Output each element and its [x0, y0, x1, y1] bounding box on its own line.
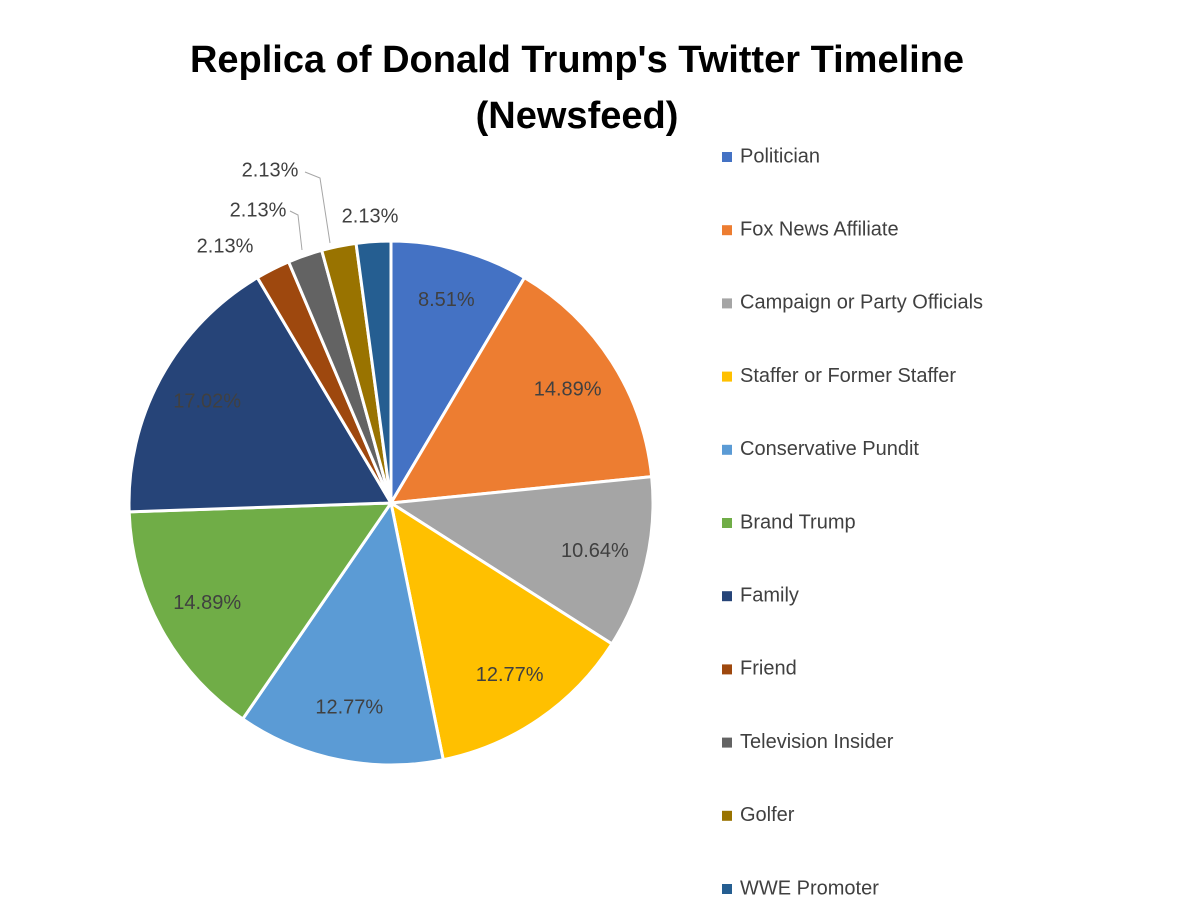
legend-swatch: [722, 737, 732, 748]
legend-swatch: [722, 810, 732, 821]
data-label: 14.89%: [534, 378, 602, 400]
pie-slice: [240, 499, 446, 767]
legend-label: Family: [740, 584, 799, 606]
legend-swatch: [722, 152, 732, 162]
legend-label: Campaign or Party Officials: [740, 292, 983, 314]
legend-swatch: [722, 225, 732, 236]
pie-slice: [386, 475, 655, 646]
legend-swatch: [722, 518, 732, 528]
data-label: 10.64%: [561, 540, 629, 562]
legend-swatch: [722, 664, 732, 675]
data-label: 2.13%: [197, 235, 254, 257]
legend-label: Golfer: [740, 804, 795, 826]
pie-slice: [388, 275, 654, 505]
leader-line: [304, 171, 331, 244]
legend-swatch: [722, 298, 732, 309]
legend-swatch: [722, 371, 732, 382]
pie-slice: [388, 499, 614, 762]
legend-label: Brand Trump: [740, 511, 856, 533]
pie-slice: [127, 275, 394, 514]
legend-label: Conservative Pundit: [740, 438, 919, 460]
legend-label: WWE Promoter: [740, 877, 879, 899]
legend-swatch: [722, 591, 732, 602]
legend-label: Fox News Affiliate: [740, 218, 899, 240]
pie-slice: [354, 239, 393, 504]
pie-slice: [127, 501, 394, 722]
legend-label: Politician: [740, 145, 820, 167]
data-label: 2.13%: [242, 159, 299, 181]
legend-swatch: [722, 444, 732, 455]
data-label: 8.51%: [418, 289, 475, 311]
data-label: 12.77%: [476, 664, 544, 686]
data-label: 2.13%: [230, 199, 287, 221]
legend-swatch: [722, 884, 732, 894]
pie-slice: [389, 239, 527, 509]
data-label: 17.02%: [173, 391, 241, 413]
leader-line: [289, 210, 303, 251]
data-label: 14.89%: [173, 592, 241, 614]
data-label: 12.77%: [315, 697, 383, 719]
legend-label: Television Insider: [740, 731, 894, 753]
legend-label: Friend: [740, 658, 797, 680]
chart-title: Replica of Donald Trump's Twitter Timeli…: [189, 39, 965, 137]
data-label: 2.13%: [342, 205, 399, 227]
legend-label: Staffer or Former Staffer: [740, 365, 956, 387]
